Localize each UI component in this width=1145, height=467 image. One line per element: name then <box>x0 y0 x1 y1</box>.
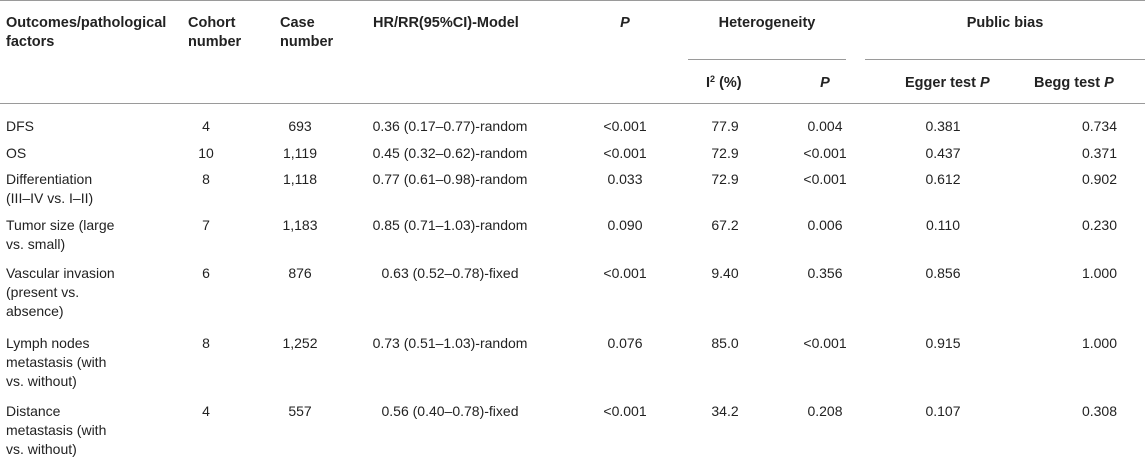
row-differentiation-begg: 0.902 <box>1081 171 1117 187</box>
row-os-factor: OS <box>6 145 27 161</box>
row-vascular-invasion-factor: Vascular invasion (present vs. absence) <box>6 265 115 319</box>
heterogeneity-underline <box>688 59 846 60</box>
header-factor: Outcomes/pathological factors <box>6 15 167 50</box>
public-bias-underline <box>865 59 1145 60</box>
row-tumor-size-factor: Tumor size (large vs. small) <box>6 217 115 252</box>
header-p: P <box>620 15 630 31</box>
row-os-cohort: 10 <box>198 145 214 161</box>
row-tumor-size-het-p: 0.006 <box>807 217 843 233</box>
header-egger-test-p: Egger test P <box>905 75 990 91</box>
row-lymph-nodes-metastasis-model: 0.73 (0.51–1.03)-random <box>372 335 528 351</box>
row-distance-metastasis-case: 557 <box>288 403 312 419</box>
row-lymph-nodes-metastasis-factor: Lymph nodes metastasis (with vs. without) <box>6 335 107 389</box>
row-vascular-invasion-egger: 0.856 <box>925 265 961 281</box>
header-heterogeneity: Heterogeneity <box>718 15 816 31</box>
row-vascular-invasion-begg: 1.000 <box>1081 265 1117 281</box>
header-bottom-rule <box>0 103 1145 104</box>
row-differentiation-p: 0.033 <box>607 171 643 187</box>
row-lymph-nodes-metastasis-egger: 0.915 <box>925 335 961 351</box>
row-distance-metastasis-het-p: 0.208 <box>807 403 843 419</box>
header-cohort-number: Cohort number <box>188 15 242 50</box>
row-dfs-model: 0.36 (0.17–0.77)-random <box>372 118 528 134</box>
row-distance-metastasis-factor: Distance metastasis (with vs. without) <box>6 403 107 457</box>
row-dfs-egger: 0.381 <box>925 118 961 134</box>
row-os-p: <0.001 <box>603 145 647 161</box>
row-tumor-size-case: 1,183 <box>282 217 318 233</box>
row-differentiation-cohort: 8 <box>202 171 210 187</box>
row-lymph-nodes-metastasis-i2: 85.0 <box>711 335 739 351</box>
row-tumor-size-cohort: 7 <box>202 217 210 233</box>
row-tumor-size-i2: 67.2 <box>711 217 739 233</box>
row-differentiation-i2: 72.9 <box>711 171 739 187</box>
row-distance-metastasis-i2: 34.2 <box>711 403 739 419</box>
row-lymph-nodes-metastasis-begg: 1.000 <box>1081 335 1117 351</box>
row-distance-metastasis-cohort: 4 <box>202 403 210 419</box>
row-os-model: 0.45 (0.32–0.62)-random <box>372 145 528 161</box>
row-tumor-size-begg: 0.230 <box>1081 217 1117 233</box>
row-distance-metastasis-begg: 0.308 <box>1081 403 1117 419</box>
row-tumor-size-model: 0.85 (0.71–1.03)-random <box>372 217 528 233</box>
header-i2: I2 (%) <box>706 74 742 92</box>
row-lymph-nodes-metastasis-het-p: <0.001 <box>803 335 847 351</box>
row-os-i2: 72.9 <box>711 145 739 161</box>
row-os-begg: 0.371 <box>1081 145 1117 161</box>
row-differentiation-case: 1,118 <box>283 171 317 187</box>
header-model: HR/RR(95%CI)-Model <box>373 15 519 31</box>
row-lymph-nodes-metastasis-p: 0.076 <box>607 335 643 351</box>
row-os-egger: 0.437 <box>925 145 961 161</box>
header-public-bias: Public bias <box>966 15 1044 31</box>
row-distance-metastasis-model: 0.56 (0.40–0.78)-fixed <box>381 403 519 419</box>
row-vascular-invasion-i2: 9.40 <box>711 265 739 281</box>
row-dfs-het-p: 0.004 <box>807 118 843 134</box>
row-distance-metastasis-egger: 0.107 <box>925 403 961 419</box>
row-vascular-invasion-model: 0.63 (0.52–0.78)-fixed <box>381 265 519 281</box>
row-tumor-size-egger: 0.110 <box>926 217 960 233</box>
row-distance-metastasis-p: <0.001 <box>603 403 647 419</box>
row-dfs-begg: 0.734 <box>1081 118 1117 134</box>
row-lymph-nodes-metastasis-case: 1,252 <box>282 335 318 351</box>
header-case-number: Case number <box>280 15 334 50</box>
row-dfs-p: <0.001 <box>603 118 647 134</box>
row-differentiation-egger: 0.612 <box>925 171 961 187</box>
row-dfs-factor: DFS <box>6 118 34 134</box>
row-vascular-invasion-case: 876 <box>288 265 312 281</box>
row-differentiation-het-p: <0.001 <box>803 171 847 187</box>
row-vascular-invasion-het-p: 0.356 <box>807 265 843 281</box>
row-differentiation-model: 0.77 (0.61–0.98)-random <box>372 171 528 187</box>
row-dfs-case: 693 <box>288 118 312 134</box>
row-vascular-invasion-cohort: 6 <box>202 265 210 281</box>
row-dfs-cohort: 4 <box>202 118 210 134</box>
row-differentiation-factor: Differentiation (III–IV vs. I–II) <box>6 171 94 206</box>
row-lymph-nodes-metastasis-cohort: 8 <box>202 335 210 351</box>
row-tumor-size-p: 0.090 <box>607 217 643 233</box>
row-os-het-p: <0.001 <box>803 145 847 161</box>
row-os-case: 1,119 <box>283 145 317 161</box>
header-heterogeneity-p: P <box>820 75 830 91</box>
top-rule <box>0 0 1145 1</box>
row-vascular-invasion-p: <0.001 <box>603 265 647 281</box>
row-dfs-i2: 77.9 <box>711 118 739 134</box>
header-begg-test-p: Begg test P <box>1034 75 1114 91</box>
